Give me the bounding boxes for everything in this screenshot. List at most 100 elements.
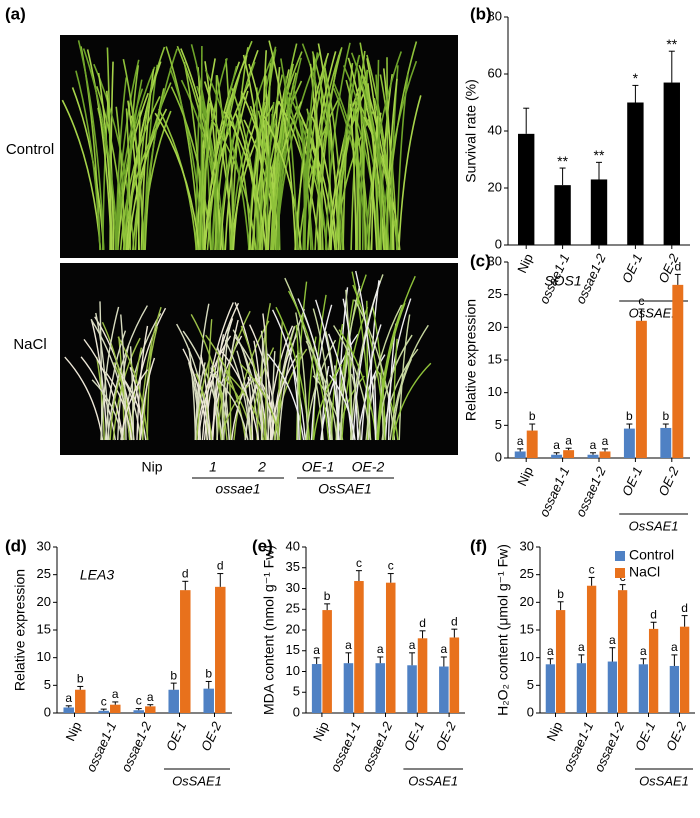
x-tick-label: ossae1-1 <box>327 719 363 774</box>
bar <box>608 662 617 713</box>
group-label: OsSAE1 <box>629 518 679 533</box>
y-axis-label: Relative expression <box>463 299 479 421</box>
bar <box>344 663 354 713</box>
significance-letter: a <box>517 434 524 448</box>
significance-letter: c <box>356 556 362 570</box>
significance-letter: a <box>553 438 560 452</box>
bar <box>587 586 596 713</box>
y-tick-label: 20 <box>37 594 51 609</box>
bar <box>322 610 332 713</box>
bar <box>636 321 647 458</box>
bar <box>664 83 680 245</box>
bar <box>680 627 689 713</box>
significance-letter: d <box>182 566 189 580</box>
x-tick-label: OE-2 <box>655 464 682 499</box>
y-tick-label: 10 <box>286 663 300 678</box>
significance-letter: a <box>671 640 678 654</box>
significance-letter: a <box>602 434 609 448</box>
y-tick-label: 20 <box>488 319 502 334</box>
significance-letter: a <box>590 438 597 452</box>
bar <box>546 664 555 713</box>
y-tick-label: 0 <box>495 236 502 251</box>
significance-letter: b <box>205 667 212 681</box>
y-tick-label: 80 <box>488 8 502 23</box>
y-tick-label: 30 <box>520 538 534 553</box>
significance-letter: a <box>640 644 647 658</box>
x-tick-label: Nip <box>514 464 536 488</box>
legend-label: NaCl <box>629 564 660 580</box>
x-tick-label: ossae1-2 <box>573 464 610 520</box>
row-label: Control <box>6 141 54 158</box>
panel-label: (d) <box>5 536 27 555</box>
significance-letter: b <box>324 589 331 603</box>
bar <box>649 629 658 713</box>
bar <box>407 665 417 713</box>
y-tick-label: 5 <box>495 417 502 432</box>
x-tick-label: ossae1-1 <box>536 464 572 519</box>
bar <box>110 705 121 713</box>
bar <box>591 179 607 245</box>
genotype: 2 <box>257 459 266 475</box>
y-tick-label: 5 <box>293 684 300 699</box>
significance-letter: c <box>638 294 644 308</box>
x-tick-label: Nip <box>62 719 84 743</box>
y-tick-label: 40 <box>286 538 300 553</box>
significance-letter: a <box>609 633 616 647</box>
x-tick-label: Nip <box>310 719 332 743</box>
significance-letter: a <box>409 638 416 652</box>
y-tick-label: 30 <box>286 580 300 595</box>
significance-letter: a <box>65 691 72 705</box>
y-tick-label: 10 <box>520 649 534 664</box>
significance-letter: d <box>451 614 458 628</box>
significance-letter: d <box>419 616 426 630</box>
significance-letter: c <box>101 694 107 708</box>
bar <box>527 431 538 458</box>
bar <box>63 707 74 713</box>
bar <box>354 581 364 713</box>
x-tick-label: OE-1 <box>619 251 645 285</box>
bar <box>600 451 611 458</box>
y-tick-label: 5 <box>527 677 534 692</box>
x-tick-label: OE-2 <box>198 719 225 754</box>
bar <box>624 429 635 458</box>
significance-letter: b <box>626 409 633 423</box>
bar <box>577 663 586 713</box>
x-tick-label: OE-2 <box>663 719 690 754</box>
x-tick-label: OE-1 <box>163 719 189 753</box>
y-tick-label: 35 <box>286 559 300 574</box>
y-tick-label: 0 <box>527 704 534 719</box>
y-tick-label: 10 <box>488 384 502 399</box>
x-tick-label: ossae1-2 <box>118 719 155 775</box>
significance-letter: d <box>217 559 224 573</box>
y-axis-label: Relative expression <box>12 569 28 691</box>
gene-label: SOS1 <box>544 273 581 289</box>
y-tick-label: 15 <box>520 621 534 636</box>
row-label: NaCl <box>13 336 46 353</box>
bar <box>375 663 385 713</box>
group-label: OsSAE1 <box>639 773 689 788</box>
significance-letter: c <box>136 694 142 708</box>
x-tick-label: OE-1 <box>632 719 658 753</box>
bar <box>215 587 226 713</box>
group-label: OsSAE1 <box>318 481 372 497</box>
bar <box>312 664 322 713</box>
y-tick-label: 25 <box>37 566 51 581</box>
bar <box>515 451 526 458</box>
significance-mark: ** <box>557 153 568 169</box>
significance-letter: a <box>578 640 585 654</box>
panel-label: (f) <box>470 536 487 555</box>
bar <box>203 689 214 713</box>
y-tick-label: 20 <box>286 621 300 636</box>
significance-letter: b <box>77 672 84 686</box>
bar <box>133 710 144 713</box>
significance-mark: ** <box>666 36 677 52</box>
y-axis-label: MDA content (nmol g⁻¹ Fw) <box>261 545 277 715</box>
x-tick-label: Nip <box>514 251 536 275</box>
bar <box>672 285 683 458</box>
legend-swatch <box>615 568 625 578</box>
significance-letter: b <box>529 409 536 423</box>
significance-letter: d <box>650 607 657 621</box>
y-tick-label: 0 <box>44 704 51 719</box>
x-tick-label: OE-1 <box>619 464 645 498</box>
y-axis-label: H₂O₂ content (μmol g⁻¹ Fw) <box>495 544 511 716</box>
